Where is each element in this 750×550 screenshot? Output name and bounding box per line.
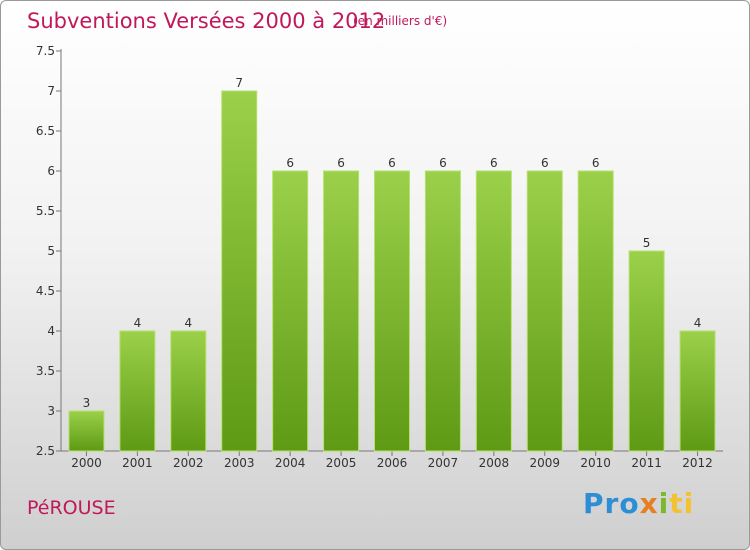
x-tick-label: 2003 bbox=[224, 456, 255, 470]
data-label: 4 bbox=[184, 316, 192, 330]
x-tick-label: 2006 bbox=[377, 456, 408, 470]
bar bbox=[679, 330, 716, 452]
town-name: PéROUSE bbox=[27, 497, 116, 519]
bar bbox=[424, 170, 461, 452]
bar bbox=[119, 330, 156, 452]
data-label: 6 bbox=[388, 156, 396, 170]
chart-subtitle: (en milliers d'€) bbox=[353, 14, 448, 28]
bar bbox=[221, 90, 258, 452]
proxiti-logo[interactable]: Proxiti bbox=[583, 487, 694, 520]
logo-part-4: ti bbox=[669, 487, 695, 520]
data-label: 6 bbox=[541, 156, 549, 170]
y-tick-label: 4 bbox=[47, 324, 55, 338]
x-tick-label: 2011 bbox=[631, 456, 662, 470]
data-label: 7 bbox=[235, 76, 243, 90]
bar bbox=[374, 170, 410, 452]
data-label: 4 bbox=[134, 316, 142, 330]
x-tick-label: 2012 bbox=[682, 456, 713, 470]
data-label: 4 bbox=[694, 316, 702, 330]
y-tick-label: 7.5 bbox=[36, 44, 55, 58]
data-label: 6 bbox=[439, 156, 447, 170]
x-tick-label: 2005 bbox=[326, 456, 357, 470]
y-tick-label: 7 bbox=[47, 84, 55, 98]
y-tick-label: 6 bbox=[47, 164, 55, 178]
labels: 2000 3 2001 4 2002 4 2003 7 2004 6 2005 6 2006 6 2007 6… bbox=[71, 76, 713, 470]
y-tick-label: 3 bbox=[47, 404, 55, 418]
bar bbox=[475, 170, 512, 452]
y-tick-label: 4.5 bbox=[36, 284, 55, 298]
x-tick-label: 2002 bbox=[173, 456, 204, 470]
x-tick-label: 2007 bbox=[428, 456, 459, 470]
data-label: 6 bbox=[490, 156, 498, 170]
data-label: 6 bbox=[286, 156, 294, 170]
logo-part-2: x bbox=[639, 487, 659, 520]
data-label: 6 bbox=[592, 156, 600, 170]
bar bbox=[526, 170, 563, 452]
y-tick-label: 2.5 bbox=[36, 444, 55, 458]
data-label: 3 bbox=[83, 396, 91, 410]
chart-title: Subventions Versées 2000 à 2012 bbox=[27, 9, 386, 33]
x-tick-label: 2001 bbox=[122, 456, 153, 470]
bars bbox=[68, 90, 716, 452]
bar bbox=[68, 410, 105, 452]
y-tick-label: 6.5 bbox=[36, 124, 55, 138]
x-tick-label: 2010 bbox=[580, 456, 611, 470]
x-tick-label: 2009 bbox=[529, 456, 560, 470]
y-tick-label: 3.5 bbox=[36, 364, 55, 378]
x-tick-label: 2004 bbox=[275, 456, 306, 470]
logo-part-3: i bbox=[658, 487, 670, 520]
bar bbox=[577, 170, 614, 452]
data-label: 6 bbox=[337, 156, 345, 170]
logo-part-1: Pro bbox=[583, 487, 640, 520]
bar bbox=[323, 170, 360, 452]
x-tick-label: 2000 bbox=[71, 456, 102, 470]
y-tick-label: 5.5 bbox=[36, 204, 55, 218]
bar bbox=[272, 170, 309, 452]
y-tick-label: 5 bbox=[47, 244, 55, 258]
x-tick-label: 2008 bbox=[479, 456, 510, 470]
bar bbox=[628, 250, 665, 452]
data-label: 5 bbox=[643, 236, 651, 250]
bar bbox=[170, 330, 207, 452]
